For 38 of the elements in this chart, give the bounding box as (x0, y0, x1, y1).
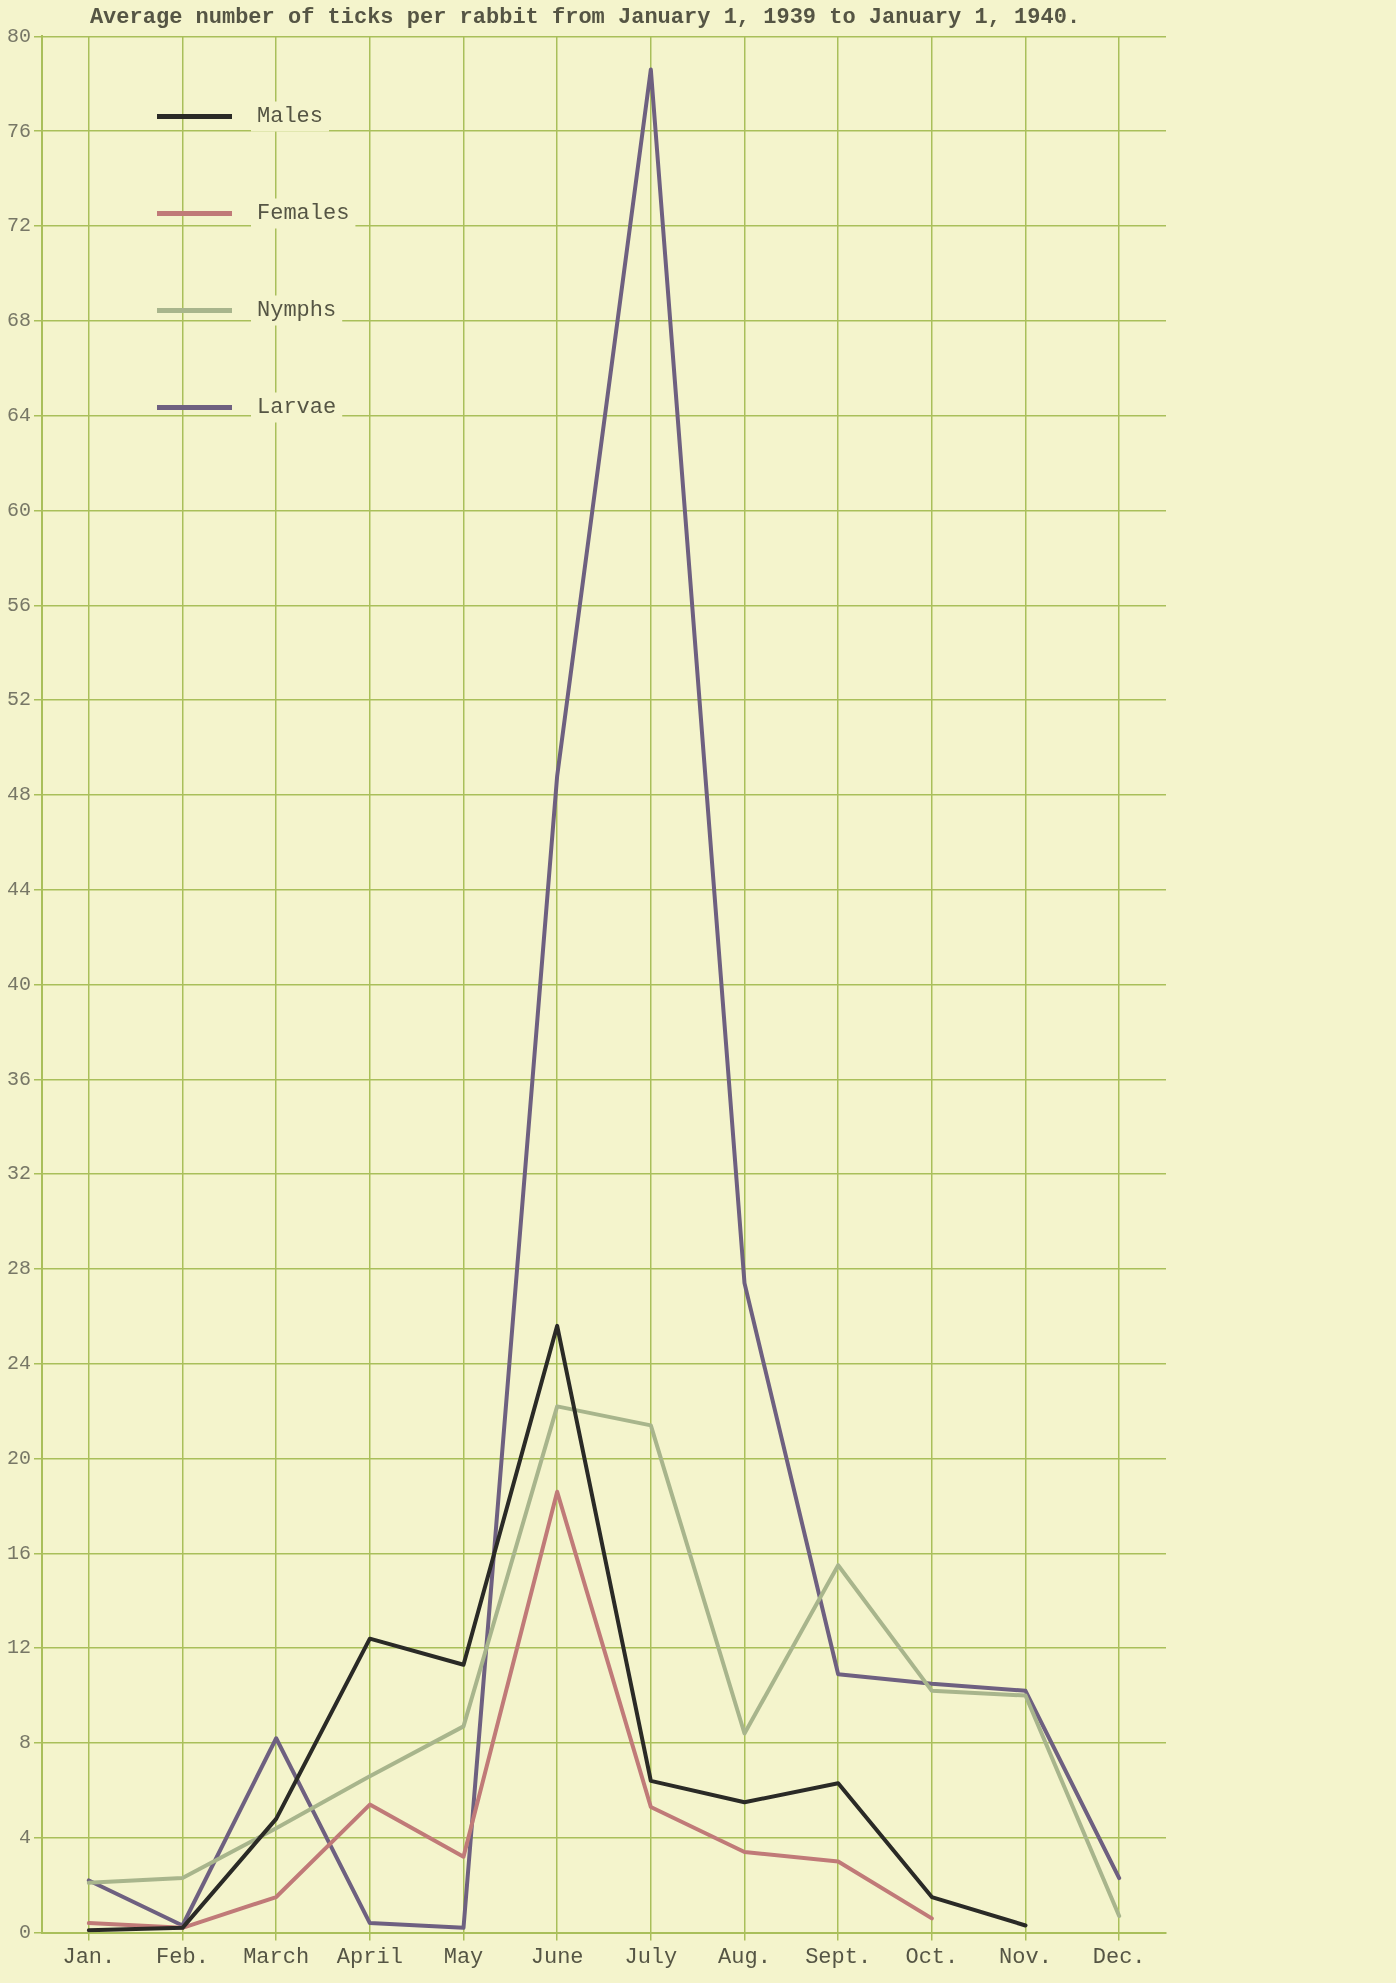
legend-label: Larvae (257, 395, 337, 421)
chart-title: Average number of ticks per rabbit from January 1, 1939 to January 1, 1940. (89, 4, 1081, 30)
x-tick-label: March (243, 1944, 310, 1970)
legend-label: Females (257, 201, 350, 227)
y-tick-label: 60 (6, 498, 31, 522)
x-tick-label: Nov. (999, 1944, 1052, 1970)
x-tick-label: April (336, 1944, 403, 1970)
x-tick-label: Dec. (1092, 1944, 1146, 1970)
y-tick-label: 64 (6, 403, 31, 427)
legend-label: Nymphs (257, 298, 337, 324)
y-tick-label: 68 (6, 309, 31, 333)
y-tick-label: 52 (6, 688, 31, 712)
y-tick-label: 28 (6, 1257, 31, 1281)
y-tick-label: 72 (6, 214, 31, 238)
y-tick-label: 36 (6, 1067, 31, 1091)
x-tick-label: July (624, 1944, 678, 1970)
y-tick-label: 32 (6, 1162, 31, 1186)
y-tick-label: 76 (6, 119, 31, 143)
y-tick-label: 4 (18, 1826, 31, 1850)
x-tick-label: Aug. (718, 1944, 771, 1970)
x-tick-label: Oct. (905, 1944, 959, 1970)
x-tick-label: May (443, 1944, 484, 1970)
x-tick-label: Feb. (156, 1944, 209, 1970)
y-tick-label: 80 (6, 24, 31, 48)
y-tick-label: 0 (18, 1920, 31, 1944)
y-tick-label: 44 (6, 877, 31, 901)
y-tick-label: 48 (6, 783, 31, 807)
x-tick-label: Sept. (805, 1944, 872, 1970)
legend-label: Males (257, 104, 324, 130)
y-tick-label: 16 (6, 1541, 31, 1565)
x-tick-label: Jan. (62, 1944, 116, 1970)
y-tick-label: 40 (6, 972, 31, 996)
y-tick-label: 8 (18, 1731, 31, 1755)
y-tick-label: 56 (6, 593, 31, 617)
x-tick-label: June (530, 1944, 584, 1970)
y-tick-label: 24 (6, 1352, 31, 1376)
y-tick-label: 20 (6, 1446, 31, 1470)
y-tick-label: 12 (6, 1636, 31, 1660)
